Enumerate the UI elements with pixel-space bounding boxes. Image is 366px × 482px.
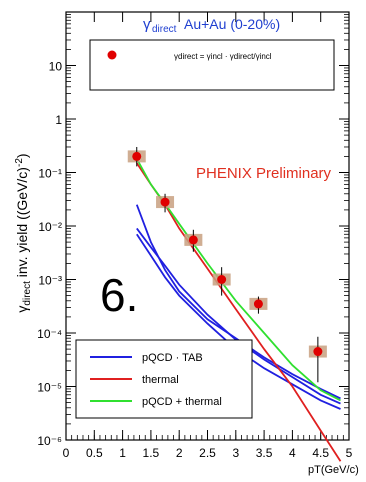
x-tick-label: 0 xyxy=(63,446,70,460)
y-tick-label: 10⁻⁶ xyxy=(37,434,62,448)
data-point xyxy=(253,299,263,309)
x-tick-label: 3.5 xyxy=(256,446,273,460)
data-point xyxy=(132,151,142,161)
curve-pqcd_mid xyxy=(136,227,341,405)
y-axis-label-main: inv. yield ((GeV/c) xyxy=(14,167,30,278)
x-tick-label: 0.5 xyxy=(86,446,103,460)
legend-label: pQCD + thermal xyxy=(142,396,222,408)
curve-pqcd_lower xyxy=(136,233,341,410)
top-legend-marker xyxy=(107,50,117,60)
x-tick-label: 1.5 xyxy=(143,446,160,460)
y-tick-label: 1 xyxy=(55,113,62,127)
top-legend-box xyxy=(89,39,335,91)
legend-label: pQCD · TAB xyxy=(142,352,203,364)
x-tick-label: 1 xyxy=(119,446,126,460)
top-legend-formula: γdirect = γincl · γdirect/γincl xyxy=(174,52,272,61)
x-tick-label: 2 xyxy=(176,446,183,460)
y-axis-label: γdirect inv. yield ((GeV/c)-2) xyxy=(14,133,33,333)
x-tick-label: 2.5 xyxy=(199,446,216,460)
x-tick-label: 5 xyxy=(346,446,353,460)
data-point xyxy=(217,275,227,284)
y-tick-label: 10⁻³ xyxy=(38,274,62,288)
y-tick-label: 10 xyxy=(49,60,63,74)
chart-title-symbol-sub: direct xyxy=(152,24,177,35)
y-tick-label: 10⁻⁴ xyxy=(37,327,62,341)
y-axis-label-sub: direct xyxy=(22,281,33,306)
legend-label: thermal xyxy=(142,374,179,386)
x-tick-label: 4 xyxy=(289,446,296,460)
y-tick-label: 10⁻¹ xyxy=(38,167,62,181)
overlay-label: 6. xyxy=(100,269,139,321)
data-point xyxy=(313,347,323,357)
annotation-phenix: PHENIX Preliminary xyxy=(196,165,332,182)
x-tick-label: 4.5 xyxy=(312,446,329,460)
chart-title: Au+Au (0-20%) xyxy=(184,16,280,32)
y-tick-label: 10⁻⁵ xyxy=(37,381,62,395)
x-tick-label: 3 xyxy=(232,446,239,460)
y-axis-label-sup: -2 xyxy=(14,158,25,168)
y-axis-label-symbol: γ xyxy=(14,305,30,313)
data-point xyxy=(188,235,198,245)
data-point xyxy=(160,197,170,207)
y-tick-label: 10⁻² xyxy=(38,220,62,234)
x-axis-label: pT(GeV/c) xyxy=(308,464,359,476)
chart-title-symbol: γ xyxy=(143,16,151,33)
